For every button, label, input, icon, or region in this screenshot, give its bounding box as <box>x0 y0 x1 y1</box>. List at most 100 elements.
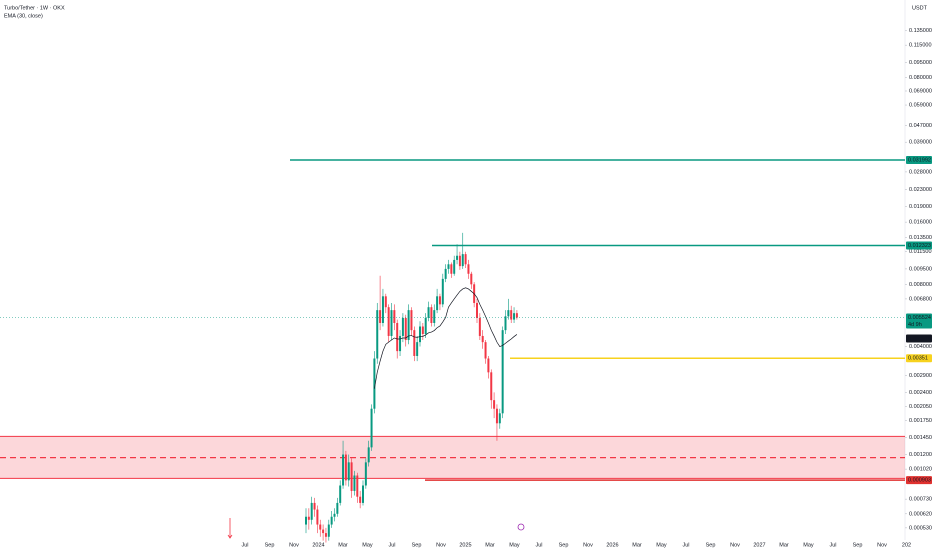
y-tick-label: 0.069000 <box>909 88 932 94</box>
y-tick-label: 0.002900 <box>909 373 932 379</box>
x-tick-label: Jul <box>829 542 836 548</box>
candle-body <box>333 513 336 517</box>
y-tick-label: 0.016000 <box>909 220 932 226</box>
x-tick-label: Sep <box>853 542 863 548</box>
x-tick-label: Mar <box>338 542 348 548</box>
x-tick-label: Sep <box>265 542 275 548</box>
candle-body <box>458 255 461 267</box>
candle-body <box>421 326 424 334</box>
candle-body <box>353 475 356 491</box>
currency-label: USDT <box>912 5 928 11</box>
candle-body <box>493 400 496 409</box>
ema-line <box>374 287 518 389</box>
candle-body <box>444 268 447 279</box>
candle-body <box>461 254 464 267</box>
candle-body <box>424 317 427 334</box>
x-tick-label: 2027 <box>753 542 765 548</box>
y-tick-label: 0.047000 <box>909 123 932 129</box>
candle-body <box>510 310 513 320</box>
countdown-label: 4d 9h <box>908 322 922 328</box>
x-tick-label: May <box>509 542 520 548</box>
candle-body <box>513 313 516 320</box>
candle-body <box>316 509 319 525</box>
candle-body <box>436 296 439 311</box>
y-tick-label: 0.001750 <box>909 418 932 424</box>
y-tick-label: 0.001450 <box>909 435 932 441</box>
candle-body <box>336 502 339 514</box>
candle-body <box>407 310 410 341</box>
candle-body <box>387 307 390 336</box>
y-tick-label: 0.009500 <box>909 266 932 272</box>
x-tick-label: May <box>362 542 373 548</box>
candles <box>305 232 518 543</box>
price-level-badge <box>906 354 932 363</box>
y-tick-label: 0.001020 <box>909 467 932 473</box>
x-tick-label: Nov <box>730 542 740 548</box>
ema-label: 0.004576 <box>908 336 931 342</box>
candle-body <box>447 264 450 269</box>
candle-body <box>344 454 347 481</box>
candle-body <box>350 462 353 491</box>
candle-body <box>376 310 379 359</box>
candle-body <box>490 372 493 401</box>
candle-body <box>381 296 384 323</box>
x-tick-label: 2025 <box>459 542 471 548</box>
candle-body <box>504 316 507 331</box>
y-tick-label: 0.000530 <box>909 525 932 531</box>
price-level-badge <box>906 241 932 250</box>
y-tick-label: 0.006800 <box>909 296 932 302</box>
candle-body <box>356 475 359 497</box>
x-tick-label: Jul <box>388 542 395 548</box>
candle-body <box>313 502 316 510</box>
candle-body <box>419 326 421 343</box>
price-level-label: 0.00351 <box>908 356 928 362</box>
x-tick-label: May <box>656 542 667 548</box>
candle-body <box>507 310 510 317</box>
y-tick-label: 0.019000 <box>909 204 932 210</box>
candle-body <box>430 307 433 323</box>
price-level-label: 0.000903 <box>908 478 931 484</box>
x-tick-label: 2026 <box>606 542 618 548</box>
candle-body <box>487 358 490 373</box>
candle-body <box>305 516 307 525</box>
x-tick-label: Jul <box>535 542 542 548</box>
y-tick-label: 0.059000 <box>909 102 932 108</box>
candle-body <box>370 408 373 448</box>
candle-body <box>322 529 325 534</box>
candle-body <box>416 342 419 356</box>
candle-body <box>450 264 453 274</box>
ema-badge <box>906 334 932 343</box>
candle-body <box>307 516 310 520</box>
x-tick-label: Nov <box>289 542 299 548</box>
y-tick-label: 0.013500 <box>909 235 932 241</box>
candle-body <box>310 502 313 520</box>
candle-body <box>441 278 444 305</box>
candle-body <box>342 454 345 486</box>
x-tick-label: May <box>803 542 814 548</box>
last-price-badge <box>906 313 932 329</box>
marker-arrow <box>227 518 233 539</box>
y-tick-label: 0.002400 <box>909 390 932 396</box>
candle-body <box>413 330 416 356</box>
candle-body <box>410 310 413 331</box>
y-tick-label: 0.008000 <box>909 282 932 288</box>
x-tick-label: Sep <box>559 542 569 548</box>
candle-body <box>393 310 396 323</box>
indicator-label: EMA (30, close) <box>4 13 43 19</box>
candle-body <box>467 264 470 274</box>
price-level-label: 0.012323 <box>908 243 931 249</box>
candle-body <box>399 335 402 352</box>
y-tick-label: 0.011500 <box>909 249 932 255</box>
candle-body <box>390 310 393 336</box>
candle-body <box>373 358 376 409</box>
y-tick-label: 0.115000 <box>909 43 932 49</box>
y-tick-label: 0.028000 <box>909 169 932 175</box>
candle-body <box>379 310 382 323</box>
candle-body <box>478 317 481 336</box>
x-tick-label: Nov <box>877 542 887 548</box>
candle-body <box>347 462 350 481</box>
y-tick-label: 0.004000 <box>909 344 932 350</box>
candle-body <box>433 310 436 323</box>
